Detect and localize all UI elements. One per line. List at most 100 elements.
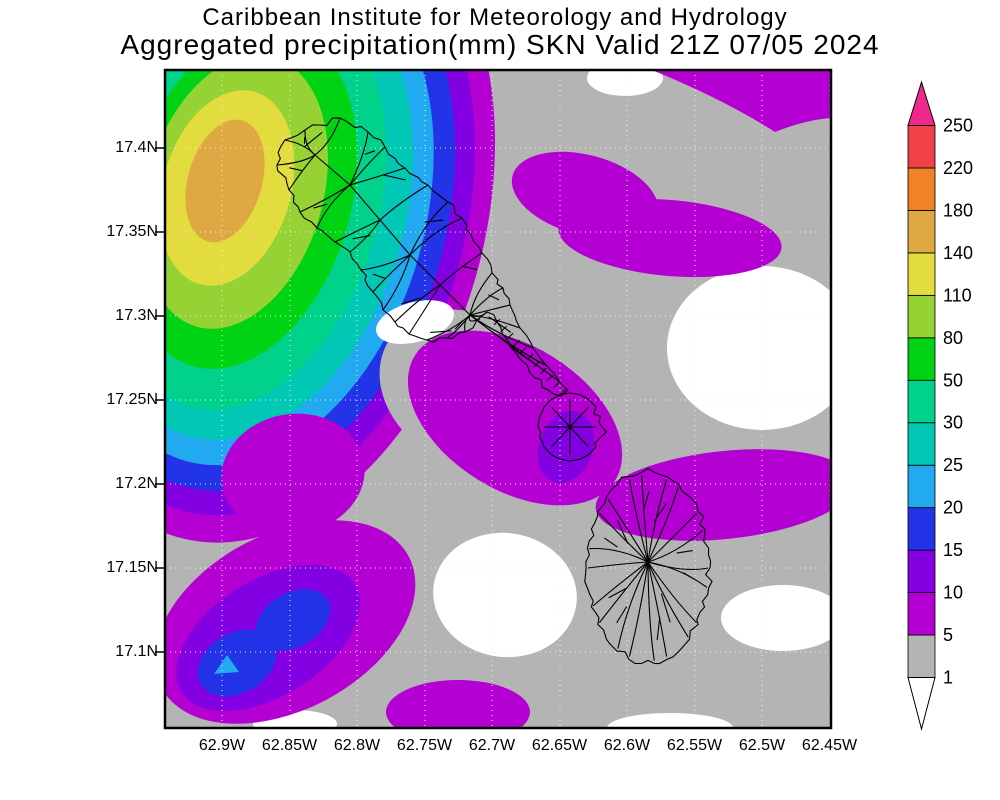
colorbar-tick-label: 220 bbox=[943, 158, 973, 178]
drainage-line bbox=[461, 265, 477, 271]
drainage-line bbox=[372, 254, 411, 293]
contour-region bbox=[214, 655, 239, 674]
drainage-line bbox=[617, 561, 649, 649]
drainage-line bbox=[608, 588, 627, 599]
drainage-line bbox=[559, 388, 567, 396]
drainage-line bbox=[526, 353, 534, 361]
drainage-line bbox=[349, 167, 406, 186]
drainage-line bbox=[676, 550, 693, 554]
contour-region bbox=[607, 713, 733, 728]
drainage-line bbox=[598, 561, 649, 624]
drainage-line bbox=[598, 512, 649, 563]
drainage-line bbox=[604, 537, 618, 548]
colorbar-segment bbox=[907, 167, 936, 211]
contour-region bbox=[558, 198, 782, 278]
contour-region bbox=[221, 413, 365, 535]
drainage-line bbox=[520, 346, 527, 354]
lon-tick-label: 62.75W bbox=[396, 737, 453, 754]
drainage-line bbox=[409, 201, 449, 256]
drainage-line bbox=[316, 184, 351, 229]
drainage-line bbox=[592, 561, 649, 607]
colorbar-tick-label: 30 bbox=[943, 413, 963, 433]
st-kitts-ridge-line bbox=[314, 154, 471, 316]
contour-region bbox=[185, 119, 265, 243]
lat-tick-label: 17.1N bbox=[115, 643, 158, 660]
nevis-coastline bbox=[584, 467, 713, 665]
lon-tick-label: 62.85W bbox=[261, 737, 318, 754]
st-kitts-se-tip-coastline bbox=[537, 392, 608, 462]
lat-tick-label: 17.4N bbox=[115, 139, 158, 156]
lon-tick-label: 62.6W bbox=[603, 737, 651, 754]
drainage-line bbox=[469, 287, 504, 316]
drainage-line bbox=[469, 314, 561, 383]
drainage-line bbox=[382, 254, 411, 311]
drainage-line bbox=[539, 367, 547, 375]
drainage-line bbox=[478, 318, 481, 321]
colorbar-segment bbox=[907, 634, 936, 678]
drainage-line bbox=[628, 479, 649, 563]
colorbar-tick-label: 110 bbox=[943, 285, 972, 305]
lon-tick-label: 62.7W bbox=[468, 737, 516, 754]
drainage-line bbox=[299, 184, 351, 213]
drainage-line bbox=[352, 234, 371, 240]
drainage-line bbox=[513, 339, 521, 347]
figure-title: Caribbean Institute for Meteorology and … bbox=[202, 4, 788, 31]
contour-region bbox=[652, 70, 831, 132]
lon-tick-label: 62.8W bbox=[333, 737, 381, 754]
drainage-line bbox=[349, 131, 369, 186]
contour-region bbox=[197, 629, 277, 697]
drainage-line bbox=[642, 491, 650, 511]
drainage-line bbox=[553, 381, 560, 389]
drainage-line bbox=[656, 616, 661, 641]
drainage-line bbox=[424, 219, 444, 223]
drainage-line bbox=[587, 561, 649, 569]
drainage-line bbox=[551, 426, 571, 448]
drainage-line bbox=[364, 150, 376, 155]
colorbar-segment bbox=[907, 210, 936, 254]
drainage-line bbox=[616, 519, 629, 544]
colorbar-segment bbox=[907, 507, 936, 551]
drainage-line bbox=[647, 479, 668, 563]
lat-tick-label: 17.3N bbox=[115, 307, 158, 324]
drainage-line bbox=[647, 561, 689, 638]
islands-overlay bbox=[276, 117, 713, 665]
colorbar-segment bbox=[907, 125, 936, 169]
colorbar-tick-label: 1 bbox=[943, 668, 953, 688]
colorbar-tick-label: 250 bbox=[943, 116, 973, 136]
drainage-line bbox=[304, 131, 323, 148]
lon-tick-label: 62.5W bbox=[738, 737, 786, 754]
drainage-line bbox=[349, 146, 386, 186]
drainage-line bbox=[488, 294, 500, 301]
drainage-line bbox=[647, 561, 698, 624]
drainage-line bbox=[408, 284, 441, 335]
lon-tick-label: 62.45W bbox=[801, 737, 858, 754]
drainage-line bbox=[660, 593, 671, 623]
drainage-line bbox=[469, 311, 488, 317]
contour-region bbox=[667, 266, 831, 430]
drainage-line bbox=[469, 272, 493, 316]
drainage-line bbox=[647, 487, 679, 563]
drainage-line bbox=[288, 154, 316, 191]
drainage-line bbox=[426, 314, 471, 341]
precipitation-map bbox=[155, 68, 833, 730]
colorbar-segment bbox=[907, 337, 936, 381]
drainage-line bbox=[500, 325, 507, 333]
contour-region bbox=[595, 449, 831, 541]
contour-region bbox=[255, 589, 331, 651]
colorbar-tick-label: 140 bbox=[943, 243, 973, 263]
drainage-line bbox=[314, 117, 341, 156]
colorbar-segment bbox=[907, 252, 936, 296]
lon-tick-label: 62.55W bbox=[666, 737, 723, 754]
drainage-line bbox=[533, 360, 540, 368]
contour-region bbox=[433, 532, 577, 658]
colorbar-segment bbox=[907, 592, 936, 636]
lat-tick-label: 17.2N bbox=[115, 475, 158, 492]
drainage-line bbox=[439, 252, 483, 286]
drainage-line bbox=[394, 284, 441, 323]
colorbar-segment bbox=[907, 422, 936, 466]
drainage-line bbox=[647, 561, 655, 661]
drainage-line bbox=[569, 406, 589, 428]
contour-region bbox=[386, 680, 530, 728]
drainage-line bbox=[647, 561, 668, 657]
